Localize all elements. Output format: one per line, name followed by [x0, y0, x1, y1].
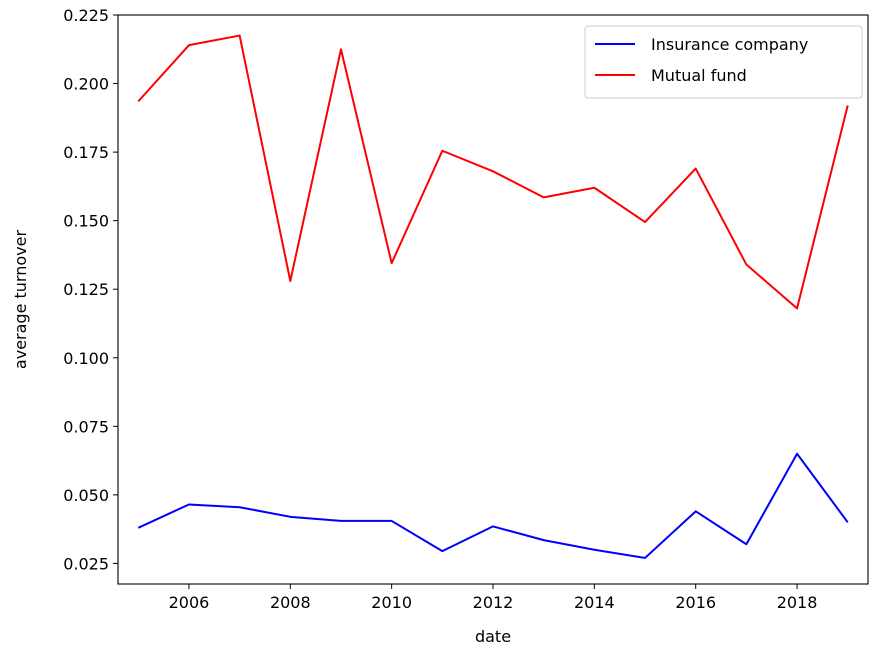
y-axis: 0.025 0.050 0.075 0.100 0.125 0.150 0.175 0.200…	[63, 6, 118, 573]
x-tick-label: 2014	[574, 593, 615, 612]
y-tick-label: 0.225	[63, 6, 109, 25]
y-tick-label: 0.175	[63, 143, 109, 162]
y-tick-label: 0.150	[63, 212, 109, 231]
plot-area-frame	[117, 14, 869, 585]
y-tick-label: 0.075	[63, 417, 109, 436]
x-axis: 2006 2008 2010 2012 2014 2016 2018	[169, 584, 818, 612]
y-tick-label: 0.125	[63, 280, 109, 299]
y-tick-label: 0.200	[63, 75, 109, 94]
y-tick-label: 0.100	[63, 349, 109, 368]
y-axis-label: average turnover	[11, 230, 30, 370]
x-tick-label: 2018	[777, 593, 818, 612]
series-line-0	[137, 452, 849, 559]
x-axis-label: date	[475, 627, 511, 646]
series-lines	[137, 34, 849, 559]
legend: Insurance company Mutual fund	[584, 25, 863, 99]
x-tick-label: 2006	[169, 593, 210, 612]
legend-label-0: Insurance company	[651, 35, 808, 54]
legend-label-1: Mutual fund	[651, 66, 747, 85]
legend-box	[584, 25, 863, 99]
y-tick-label: 0.025	[63, 554, 109, 573]
x-tick-label: 2016	[675, 593, 716, 612]
x-tick-label: 2010	[371, 593, 412, 612]
series-line-1	[137, 34, 849, 310]
x-tick-label: 2008	[270, 593, 311, 612]
y-tick-label: 0.050	[63, 486, 109, 505]
x-tick-label: 2012	[473, 593, 514, 612]
